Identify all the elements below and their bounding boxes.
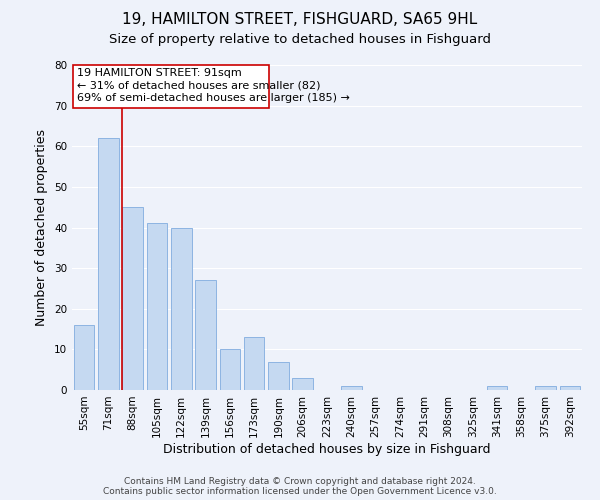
Bar [146,224,167,390]
Bar [98,138,119,390]
Bar [195,280,216,390]
Bar [487,386,508,390]
Bar [171,228,191,390]
Bar [341,386,362,390]
Y-axis label: Number of detached properties: Number of detached properties [35,129,49,326]
Bar [220,350,240,390]
Bar [292,378,313,390]
Text: 19, HAMILTON STREET, FISHGUARD, SA65 9HL: 19, HAMILTON STREET, FISHGUARD, SA65 9HL [122,12,478,28]
Text: Size of property relative to detached houses in Fishguard: Size of property relative to detached ho… [109,32,491,46]
Text: Contains public sector information licensed under the Open Government Licence v3: Contains public sector information licen… [103,487,497,496]
Bar [122,207,143,390]
Bar [244,337,265,390]
Bar [74,325,94,390]
Text: Contains HM Land Registry data © Crown copyright and database right 2024.: Contains HM Land Registry data © Crown c… [124,477,476,486]
Text: 19 HAMILTON STREET: 91sqm: 19 HAMILTON STREET: 91sqm [77,68,242,78]
Bar [268,362,289,390]
Text: ← 31% of detached houses are smaller (82): ← 31% of detached houses are smaller (82… [77,80,320,90]
X-axis label: Distribution of detached houses by size in Fishguard: Distribution of detached houses by size … [163,442,491,456]
Bar [560,386,580,390]
Text: 69% of semi-detached houses are larger (185) →: 69% of semi-detached houses are larger (… [77,92,350,102]
Bar [535,386,556,390]
FancyBboxPatch shape [73,65,269,108]
